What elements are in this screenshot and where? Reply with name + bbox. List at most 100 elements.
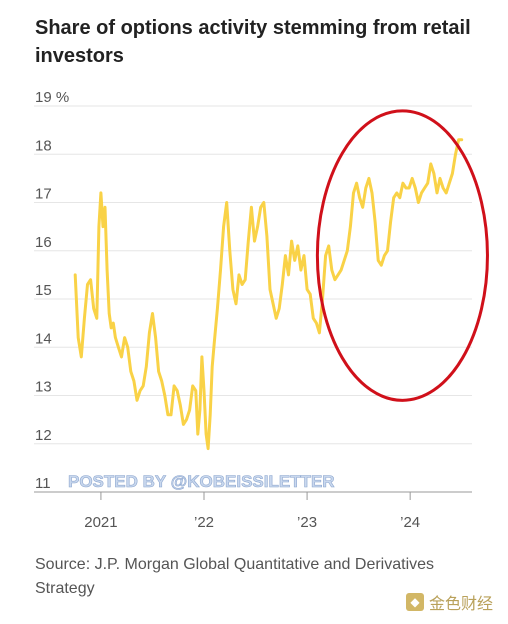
- data-point: [98, 225, 100, 228]
- data-point: [96, 317, 98, 320]
- data-point: [451, 172, 454, 175]
- data-point: [126, 346, 129, 349]
- data-point: [423, 187, 426, 189]
- data-point: [148, 331, 151, 334]
- y-tick-label: 16: [35, 234, 52, 251]
- data-point: [77, 336, 80, 339]
- data-point: [429, 163, 432, 165]
- data-point: [176, 389, 178, 392]
- data-point: [383, 254, 386, 257]
- data-point: [315, 322, 318, 324]
- data-point: [303, 254, 305, 257]
- data-point: [445, 192, 448, 194]
- highlight-ellipse: [315, 109, 489, 402]
- data-point: [290, 240, 293, 242]
- data-point: [392, 196, 395, 199]
- data-point: [358, 196, 361, 199]
- data-point: [108, 312, 110, 315]
- data-point: [232, 288, 234, 291]
- data-point: [361, 206, 364, 209]
- data-point: [120, 356, 123, 358]
- data-point: [235, 303, 237, 305]
- data-point: [110, 327, 113, 329]
- data-point: [439, 177, 441, 180]
- data-point: [104, 206, 106, 209]
- retail-share-line: [73, 138, 464, 451]
- data-point: [136, 399, 138, 402]
- data-point: [377, 259, 380, 262]
- data-point: [102, 225, 104, 228]
- data-point: [205, 433, 207, 435]
- data-point: [211, 365, 214, 368]
- data-point: [386, 249, 389, 252]
- source-note: Source: J.P. Morgan Global Quantitative …: [35, 556, 435, 597]
- data-point: [142, 385, 144, 387]
- data-point: [114, 336, 117, 339]
- data-point: [86, 283, 89, 286]
- data-point: [420, 192, 423, 194]
- data-point: [145, 365, 148, 368]
- brand-logo: ◆ 金色财经: [406, 590, 493, 614]
- data-point: [191, 385, 194, 387]
- data-point: [164, 394, 166, 397]
- data-point: [185, 418, 188, 421]
- x-tick-label: ’23: [297, 514, 317, 531]
- y-axis-labels: 19 % 18 17 16 15 14 13 12 11: [35, 89, 69, 492]
- data-point: [199, 409, 201, 411]
- data-point: [343, 259, 345, 262]
- series-line: [73, 138, 464, 451]
- data-point: [170, 414, 172, 416]
- y-tick-label: 13: [35, 379, 52, 396]
- data-point: [182, 423, 185, 426]
- data-point: [154, 336, 157, 339]
- data-point: [324, 254, 327, 257]
- data-point: [216, 307, 219, 310]
- data-point: [380, 264, 383, 267]
- data-point: [399, 196, 401, 199]
- data-point: [278, 307, 281, 310]
- data-point: [337, 274, 339, 276]
- y-tick-label: 17: [35, 186, 52, 203]
- grid-lines: [34, 105, 472, 493]
- data-point: [408, 187, 410, 189]
- data-point: [207, 447, 209, 450]
- data-point: [112, 322, 115, 324]
- data-point: [100, 192, 102, 194]
- data-point: [228, 249, 231, 252]
- data-point: [411, 177, 414, 180]
- data-point: [83, 317, 86, 320]
- data-point: [371, 192, 373, 194]
- data-point: [89, 278, 92, 281]
- data-point: [139, 389, 141, 392]
- data-point: [365, 187, 367, 189]
- data-point: [293, 259, 296, 262]
- y-tick-label: 18: [35, 137, 52, 154]
- y-tick-label: 14: [35, 330, 52, 347]
- data-point: [281, 283, 284, 286]
- data-point: [241, 283, 243, 286]
- data-point: [203, 389, 205, 392]
- data-point: [250, 206, 253, 209]
- x-axis: 2021 ’22 ’23 ’24: [34, 491, 472, 531]
- data-point: [167, 414, 169, 416]
- data-point: [92, 307, 95, 310]
- data-points: [74, 138, 463, 450]
- x-tick-label: ’22: [194, 514, 214, 531]
- data-point: [318, 331, 321, 334]
- data-point: [327, 245, 330, 247]
- data-point: [395, 192, 398, 194]
- data-point: [225, 201, 228, 204]
- y-tick-label: 15: [35, 282, 52, 299]
- data-point: [312, 317, 315, 320]
- data-point: [334, 278, 336, 281]
- data-point: [405, 187, 407, 189]
- data-point: [213, 341, 216, 344]
- data-point: [209, 414, 211, 416]
- data-point: [368, 177, 370, 180]
- data-point: [272, 303, 274, 305]
- data-point: [309, 293, 311, 295]
- data-point: [197, 433, 199, 435]
- data-point: [247, 240, 250, 242]
- y-tick-label: 12: [35, 427, 52, 444]
- data-point: [355, 182, 358, 184]
